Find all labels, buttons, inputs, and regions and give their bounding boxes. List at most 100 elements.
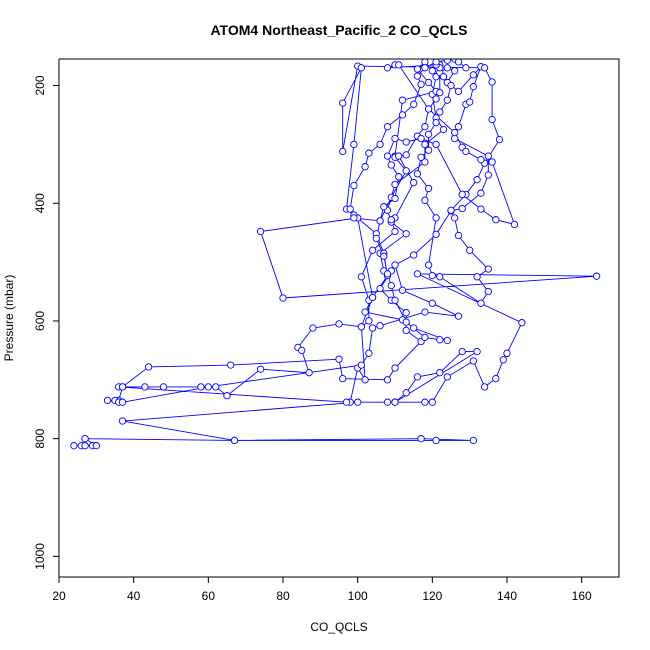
data-point: [428, 67, 436, 75]
data-point: [256, 227, 265, 236]
data-point: [368, 293, 377, 302]
data-point: [424, 146, 433, 154]
data-point: [103, 396, 112, 405]
data-point: [477, 299, 485, 307]
data-point: [421, 398, 429, 406]
data-point: [350, 181, 358, 190]
data-point: [204, 383, 212, 391]
data-point: [443, 373, 451, 381]
data-point: [383, 398, 392, 406]
data-point: [92, 442, 100, 450]
data-point: [354, 398, 362, 406]
data-point: [462, 147, 470, 156]
data-point: [212, 383, 220, 391]
data-point: [346, 205, 354, 213]
data-point: [436, 88, 444, 97]
data-point: [432, 118, 440, 127]
data-point: [424, 78, 433, 87]
data-point: [413, 65, 422, 73]
data-point: [417, 80, 425, 88]
data-point: [357, 361, 366, 369]
data-point: [439, 73, 448, 81]
data-point: [395, 61, 403, 69]
data-point: [387, 161, 395, 169]
data-point: [368, 246, 377, 254]
data-point: [421, 64, 429, 72]
data-point: [417, 435, 425, 443]
data-point: [402, 318, 410, 326]
data-point: [350, 214, 358, 222]
data-point: [361, 308, 369, 316]
data-point: [454, 87, 463, 96]
data-point: [350, 140, 358, 149]
data-point: [398, 96, 407, 104]
data-point: [413, 373, 422, 381]
data-point: [402, 138, 410, 146]
data-point: [432, 230, 440, 239]
data-point: [256, 365, 265, 373]
data-point: [376, 284, 384, 293]
data-point: [436, 336, 444, 344]
y-tick-label: 600: [33, 311, 47, 331]
data-point: [480, 383, 489, 391]
x-tick-label: 40: [127, 589, 141, 603]
y-tick-label: 200: [33, 75, 47, 95]
data-point: [81, 442, 89, 450]
data-point: [473, 347, 481, 356]
plot-box: [58, 58, 620, 578]
data-point: [469, 83, 478, 91]
data-point: [230, 436, 239, 445]
data-point: [503, 349, 511, 357]
y-tick-label: 400: [33, 193, 47, 213]
data-point: [451, 214, 459, 222]
data-point: [376, 322, 384, 330]
data-point: [365, 317, 373, 325]
x-tick-label: 140: [497, 589, 517, 603]
data-point: [410, 324, 418, 332]
data-point: [383, 123, 392, 131]
data-point: [451, 67, 459, 75]
y-axis-label: Pressure (mbar): [2, 275, 16, 362]
data-point: [368, 324, 377, 332]
data-point: [357, 323, 366, 331]
data-point: [410, 251, 418, 259]
data-point: [357, 273, 366, 281]
x-axis: 20 40 60 80 100 120 140 160: [52, 577, 592, 603]
data-point: [480, 64, 489, 72]
data-point: [410, 178, 418, 187]
data-point: [432, 59, 440, 66]
x-tick-label: 20: [52, 589, 66, 603]
data-point: [309, 324, 317, 332]
data-point: [417, 134, 425, 143]
data-point: [417, 153, 425, 161]
data-point: [447, 81, 455, 90]
data-point: [488, 158, 496, 166]
x-tick-label: 100: [348, 589, 368, 603]
data-point: [402, 167, 410, 175]
data-point: [144, 363, 153, 371]
y-tick-label: 1000: [33, 543, 47, 570]
data-point: [436, 273, 444, 281]
data-point: [492, 374, 500, 383]
data-point: [395, 152, 403, 160]
data-point: [436, 108, 444, 116]
data-point: [436, 369, 444, 377]
data-point: [439, 125, 448, 134]
y-axis: 200 400 600 800 1000: [33, 75, 59, 570]
data-point: [469, 436, 478, 445]
data-point: [421, 196, 429, 204]
data-point: [395, 173, 403, 181]
x-tick-label: 60: [202, 589, 216, 603]
data-point: [391, 398, 399, 406]
data-point: [454, 59, 463, 66]
data-point: [383, 270, 392, 278]
data-point: [443, 336, 451, 345]
data-point: [484, 152, 492, 160]
data-point: [424, 130, 433, 138]
data-point: [432, 140, 440, 149]
data-point: [339, 99, 347, 107]
data-point: [421, 140, 429, 149]
data-point: [484, 287, 492, 296]
data-point: [365, 149, 373, 157]
